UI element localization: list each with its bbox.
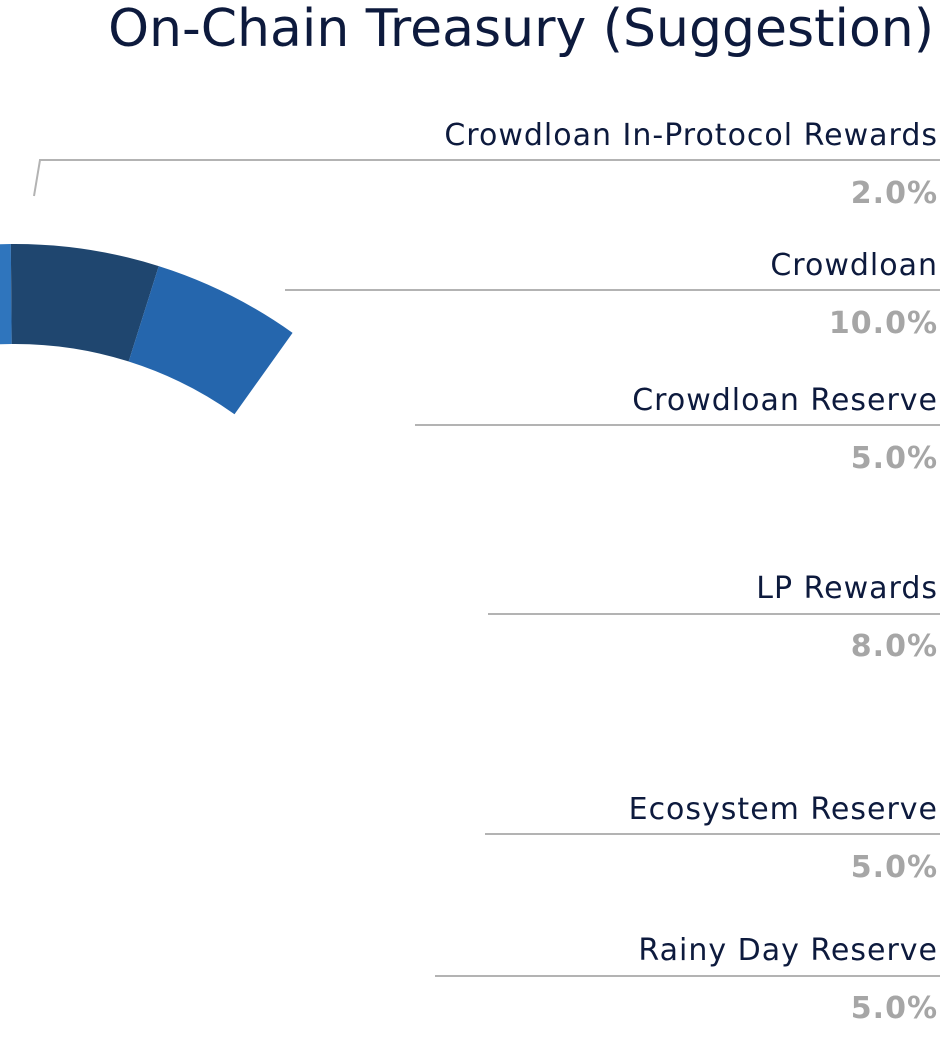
value-rainy-day-reserve: 5.0% [851,991,938,1026]
segment-rainy-day-reserve [128,266,293,415]
label-rainy-day-reserve: Rainy Day Reserve [638,933,938,968]
segment-ecosystem-reserve [10,244,159,362]
label-lp-rewards: LP Rewards [756,571,938,606]
segment-labels: Crowdloan In-Protocol Rewards 2.0% Crowdlo… [33,118,940,1026]
value-crowdloan-reserve: 5.0% [851,441,938,476]
segment-lp-rewards [0,244,12,345]
label-crowdloan-reserve: Crowdloan Reserve [632,383,938,418]
donut-segments [0,244,293,415]
label-crowdloan: Crowdloan [770,248,938,283]
label-ecosystem-reserve: Ecosystem Reserve [629,792,938,827]
value-lp-rewards: 8.0% [851,629,938,664]
leader-line-crowdloan-in-protocol-rewards [33,159,940,197]
value-ecosystem-reserve: 5.0% [851,850,938,885]
label-crowdloan-in-protocol-rewards: Crowdloan In-Protocol Rewards [444,118,938,153]
value-crowdloan-in-protocol-rewards: 2.0% [851,176,938,211]
value-crowdloan: 10.0% [829,306,938,341]
chart-title: On-Chain Treasury (Suggestion) [108,0,934,59]
